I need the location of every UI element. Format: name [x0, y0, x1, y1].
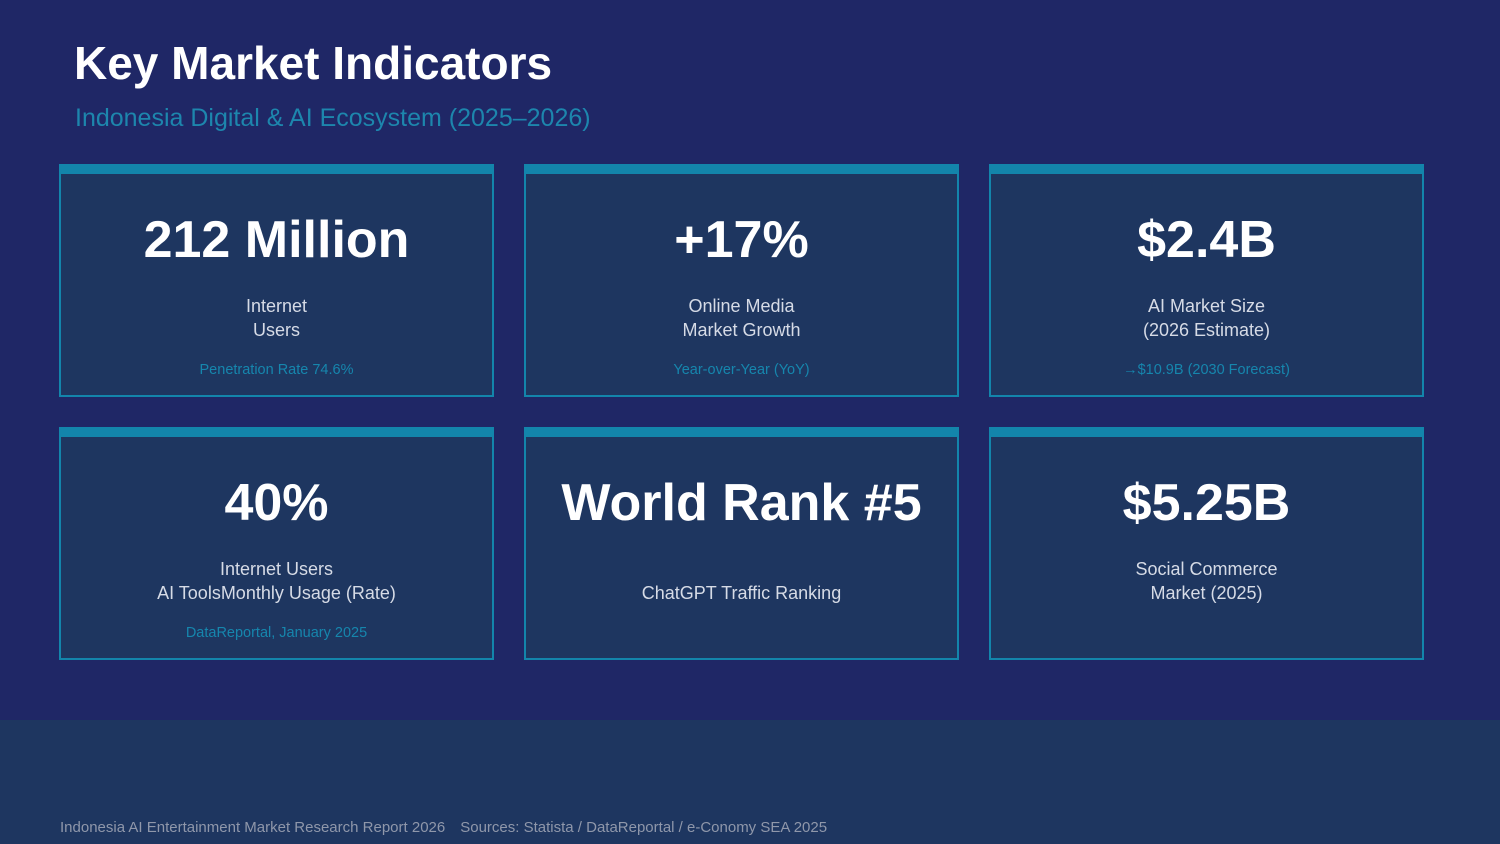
kpi-card-chatgpt-rank: World Rank #5 ChatGPT Traffic Ranking [524, 427, 959, 660]
kpi-label-line: Social Commerce [1135, 559, 1278, 579]
page-subtitle: Indonesia Digital & AI Ecosystem (2025–2… [75, 104, 591, 132]
kpi-card-ai-market-size: $2.4B AI Market Size (2026 Estimate) →$1… [989, 164, 1424, 397]
kpi-label-line: Users [252, 320, 300, 340]
footer: Indonesia AI Entertainment Market Resear… [60, 818, 827, 838]
kpi-card-ai-tools-usage: 40% Internet Users AI ToolsMonthly Usage… [59, 427, 494, 660]
kpi-label: Online Media Market Growth [526, 294, 957, 342]
kpi-note: Year-over-Year (YoY) [673, 362, 810, 378]
kpi-value: World Rank #5 [561, 474, 922, 532]
kpi-card-online-media-growth: +17% Online Media Market Growth Year-ove… [524, 164, 959, 397]
kpi-label-line: Market Growth [682, 320, 801, 340]
kpi-value: $5.25B [1122, 474, 1291, 532]
kpi-card-social-commerce: $5.25B Social Commerce Market (2025) [989, 427, 1424, 660]
kpi-label-line: Internet Users [219, 559, 334, 579]
page-title: Key Market Indicators [74, 37, 553, 89]
kpi-label-line: Online Media [688, 296, 795, 316]
kpi-label-line: Market (2025) [1150, 583, 1263, 603]
kpi-note: DataReportal, January 2025 [185, 625, 368, 641]
kpi-card-internet-users: 212 Million Internet Users Penetration R… [59, 164, 494, 397]
kpi-value: +17% [674, 211, 809, 269]
kpi-label: Internet Users AI ToolsMonthly Usage (Ra… [61, 557, 492, 605]
kpi-label-line: Internet [245, 296, 308, 316]
kpi-label: Social Commerce Market (2025) [991, 557, 1422, 605]
footer-sources: Sources: Statista / DataReportal / e-Con… [460, 819, 828, 836]
kpi-note: Penetration Rate 74.6% [199, 362, 354, 378]
kpi-label: ChatGPT Traffic Ranking [526, 581, 957, 605]
kpi-note: →$10.9B (2030 Forecast) [1123, 362, 1290, 378]
kpi-value: 40% [224, 474, 329, 532]
kpi-value: $2.4B [1137, 211, 1276, 269]
footer-band [0, 720, 1500, 844]
kpi-label: AI Market Size (2026 Estimate) [991, 294, 1422, 342]
kpi-label-line: (2026 Estimate) [1142, 320, 1271, 340]
kpi-label-line: AI ToolsMonthly Usage (Rate) [157, 583, 396, 603]
kpi-label-line: AI Market Size [1147, 296, 1266, 316]
kpi-value: 212 Million [143, 211, 410, 269]
kpi-label-line: ChatGPT Traffic Ranking [641, 583, 842, 603]
kpi-label: Internet Users [61, 294, 492, 342]
footer-report-title: Indonesia AI Entertainment Market Resear… [60, 819, 446, 836]
